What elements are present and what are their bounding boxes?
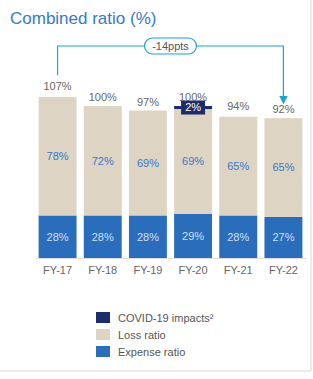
data-label: 2% xyxy=(185,101,201,113)
x-tick-label: FY-17 xyxy=(43,264,72,276)
annotation-box xyxy=(145,38,197,54)
bar-segment xyxy=(219,117,257,216)
legend-label: COVID-19 impacts² xyxy=(118,312,214,324)
data-label: 69% xyxy=(137,157,159,169)
legend-item: Expense ratio xyxy=(96,346,185,358)
x-tick: FY-18 xyxy=(88,258,117,276)
data-label: 28% xyxy=(137,231,159,243)
data-label: 65% xyxy=(272,161,294,173)
total-label: 100% xyxy=(179,91,207,103)
bar-segment xyxy=(174,214,212,258)
x-tick: FY-22 xyxy=(269,258,298,276)
data-labels: 28%28%28%29%28%27%78%72%69%69%65%65%2%10… xyxy=(44,80,295,243)
x-axis-line xyxy=(36,258,307,259)
data-label: 27% xyxy=(272,231,294,243)
bar-segment xyxy=(174,109,212,214)
total-label: 94% xyxy=(227,100,249,112)
x-tick-label: FY-22 xyxy=(269,264,298,276)
x-tick: FY-19 xyxy=(133,258,162,276)
data-label: 65% xyxy=(227,160,249,172)
legend-swatch xyxy=(96,329,110,340)
legend-swatch xyxy=(96,312,110,323)
x-axis: FY-17 FY-18 FY-19 FY-20 FY-21 FY-22 xyxy=(36,258,307,276)
total-label: 92% xyxy=(272,103,294,115)
data-label: 69% xyxy=(182,155,204,167)
data-label: 28% xyxy=(47,231,69,243)
total-label: 97% xyxy=(137,96,159,108)
data-label: 72% xyxy=(92,155,114,167)
annotation: -14ppts xyxy=(152,40,189,52)
bars xyxy=(39,97,303,258)
x-tick-label: FY-21 xyxy=(224,264,253,276)
total-label: 107% xyxy=(44,80,72,92)
frame-line xyxy=(0,371,311,372)
legend-item: Loss ratio xyxy=(96,329,166,341)
x-tick: FY-20 xyxy=(179,258,208,276)
data-label: 28% xyxy=(92,231,114,243)
bar-segment xyxy=(129,111,167,216)
bar-segment xyxy=(39,97,77,216)
bar-segment xyxy=(129,215,167,258)
legend-label: Expense ratio xyxy=(118,346,185,358)
legend-item: COVID-19 impacts² xyxy=(96,312,214,324)
frame-line xyxy=(311,0,312,371)
data-label: 28% xyxy=(227,231,249,243)
bar-segment xyxy=(219,215,257,258)
x-tick: FY-17 xyxy=(43,258,72,276)
x-tick: FY-21 xyxy=(224,258,253,276)
bar-segment xyxy=(84,106,122,215)
x-tick-label: FY-20 xyxy=(179,264,208,276)
total-label: 100% xyxy=(89,91,117,103)
legend-swatch xyxy=(96,346,110,357)
bar-segment xyxy=(84,215,122,258)
x-tick-label: FY-18 xyxy=(88,264,117,276)
data-label: 29% xyxy=(182,230,204,242)
bar-segment xyxy=(264,118,302,217)
bar-segment xyxy=(39,215,77,258)
x-tick-label: FY-19 xyxy=(133,264,162,276)
title: Combined ratio (%) xyxy=(10,9,156,28)
legend-label: Loss ratio xyxy=(118,329,166,341)
legend: COVID-19 impacts² Loss ratio Expense ratio xyxy=(96,312,214,358)
chart: Combined ratio (%) 28% 28% 28% 29% 28% 27% 78% 7… xyxy=(0,0,313,379)
data-label: 78% xyxy=(47,150,69,162)
bar-segment xyxy=(264,217,302,258)
